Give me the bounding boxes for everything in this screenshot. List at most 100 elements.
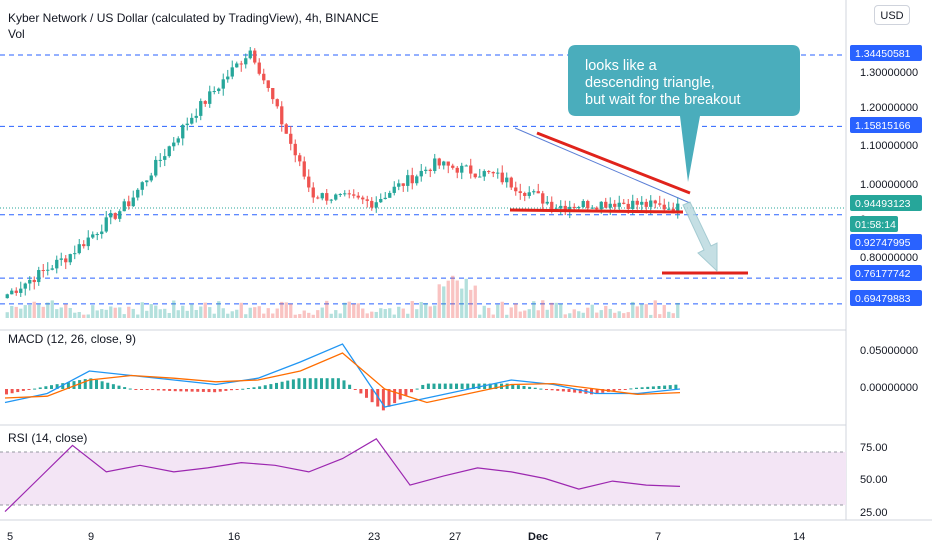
candle-body bbox=[145, 180, 149, 183]
annotation-line-1: looks like a bbox=[585, 58, 658, 74]
candle-body bbox=[23, 283, 27, 289]
volume-bar bbox=[55, 309, 59, 318]
macd-hist-bar bbox=[522, 385, 526, 389]
volume-bar bbox=[113, 307, 117, 318]
volume-bar bbox=[320, 307, 324, 318]
macd-hist-bar bbox=[336, 378, 340, 389]
volume-bar bbox=[604, 305, 608, 318]
candle-body bbox=[595, 207, 599, 210]
last-price-tag[interactable]: 0.94493123 bbox=[850, 195, 922, 211]
macd-hist-bar bbox=[601, 389, 605, 393]
macd-hist-bar bbox=[550, 389, 554, 391]
chart-title: Kyber Network / US Dollar (calculated by… bbox=[8, 11, 379, 25]
projection-arrow[interactable] bbox=[682, 201, 718, 273]
volume-bar bbox=[109, 306, 113, 318]
candle-body bbox=[581, 201, 585, 207]
candle-body bbox=[631, 200, 635, 209]
signal-line bbox=[4, 352, 681, 404]
volume-bar bbox=[599, 310, 603, 318]
triangle-lower-line[interactable] bbox=[509, 208, 684, 214]
candle-body bbox=[523, 192, 527, 196]
macd-hist-bar bbox=[123, 387, 127, 389]
candle-body bbox=[176, 138, 180, 143]
candle-body bbox=[104, 217, 108, 232]
candle-body bbox=[451, 165, 455, 168]
countdown-tag[interactable]: 01:58:14 bbox=[850, 216, 898, 232]
volume-bar bbox=[50, 300, 54, 318]
price-tag-label: 0.76177742 bbox=[855, 268, 911, 280]
currency-button[interactable]: USD bbox=[874, 5, 910, 25]
volume-bar bbox=[424, 303, 428, 318]
volume-bar bbox=[388, 308, 392, 318]
candle-body bbox=[496, 172, 500, 174]
macd-hist-bar bbox=[83, 379, 87, 389]
price-tag-bg bbox=[850, 117, 922, 133]
candle-body bbox=[149, 175, 153, 181]
candle-body bbox=[509, 177, 513, 188]
candle-body bbox=[181, 125, 185, 139]
candle-body bbox=[316, 197, 320, 199]
triangle-upper-line[interactable] bbox=[536, 131, 691, 195]
volume-bar bbox=[640, 304, 644, 318]
price-tag[interactable]: 1.15815166 bbox=[850, 117, 922, 133]
x-tick: 14 bbox=[793, 531, 805, 543]
macd-hist-bar bbox=[128, 388, 132, 390]
candle-body bbox=[635, 200, 639, 205]
candle-body bbox=[379, 199, 383, 203]
volume-bar bbox=[145, 310, 149, 318]
macd-hist-bar bbox=[162, 389, 166, 391]
price-tag[interactable]: 0.69479883 bbox=[850, 290, 922, 306]
macd-hist-bar bbox=[134, 389, 138, 390]
candle-body bbox=[604, 201, 608, 208]
macd-hist-bar bbox=[190, 389, 194, 392]
rsi-label: RSI (14, close) bbox=[8, 431, 87, 445]
candle-body bbox=[32, 279, 36, 283]
candle-body bbox=[284, 124, 288, 134]
candle-body bbox=[676, 203, 680, 213]
candle-body bbox=[136, 189, 140, 198]
candle-body bbox=[658, 203, 662, 205]
candle-body bbox=[10, 290, 14, 295]
volume-bar bbox=[653, 300, 657, 318]
price-tag[interactable]: 1.34450581 bbox=[850, 45, 922, 61]
volume-bar bbox=[158, 309, 162, 318]
candle-body bbox=[325, 193, 329, 201]
candle-body bbox=[541, 193, 545, 204]
macd-hist-bar bbox=[241, 388, 245, 390]
macd-hist-bar bbox=[38, 387, 42, 389]
macd-hist-bar bbox=[556, 389, 560, 391]
candle-body bbox=[86, 237, 90, 247]
volume-bar bbox=[482, 305, 486, 318]
candle-body bbox=[563, 205, 567, 211]
macd-hist-bar bbox=[590, 389, 593, 395]
price-tag[interactable]: 0.76177742 bbox=[850, 265, 922, 281]
candle-body bbox=[122, 201, 126, 212]
macd-hist-bar bbox=[140, 389, 143, 390]
candle-body bbox=[59, 258, 63, 260]
volume-bar bbox=[122, 314, 126, 318]
macd-hist-bar bbox=[16, 389, 20, 393]
candle-body bbox=[640, 201, 644, 205]
volume-bar bbox=[14, 306, 18, 318]
candle-body bbox=[289, 133, 293, 144]
triangle-upper-thin-line[interactable] bbox=[514, 127, 691, 204]
volume-bar bbox=[190, 304, 194, 318]
price-tag[interactable]: 0.92747995 bbox=[850, 234, 922, 250]
macd-hist-bar bbox=[89, 378, 93, 389]
volume-bar bbox=[401, 308, 405, 318]
x-tick: 9 bbox=[88, 531, 94, 543]
annotation-callout[interactable] bbox=[568, 45, 800, 182]
candle-body bbox=[5, 294, 9, 299]
candle-body bbox=[536, 191, 540, 194]
candle-body bbox=[140, 182, 144, 190]
price-tag-label: 0.69479883 bbox=[855, 293, 911, 305]
candle-body bbox=[482, 171, 486, 177]
candle-body bbox=[293, 143, 297, 156]
macd-label: MACD (12, 26, close, 9) bbox=[8, 332, 136, 346]
volume-bar bbox=[626, 312, 630, 318]
macd-hist-bar bbox=[207, 389, 211, 393]
candle-body bbox=[230, 67, 234, 77]
candle-body bbox=[163, 156, 167, 160]
candle-body bbox=[82, 244, 86, 247]
candle-body bbox=[64, 258, 68, 263]
